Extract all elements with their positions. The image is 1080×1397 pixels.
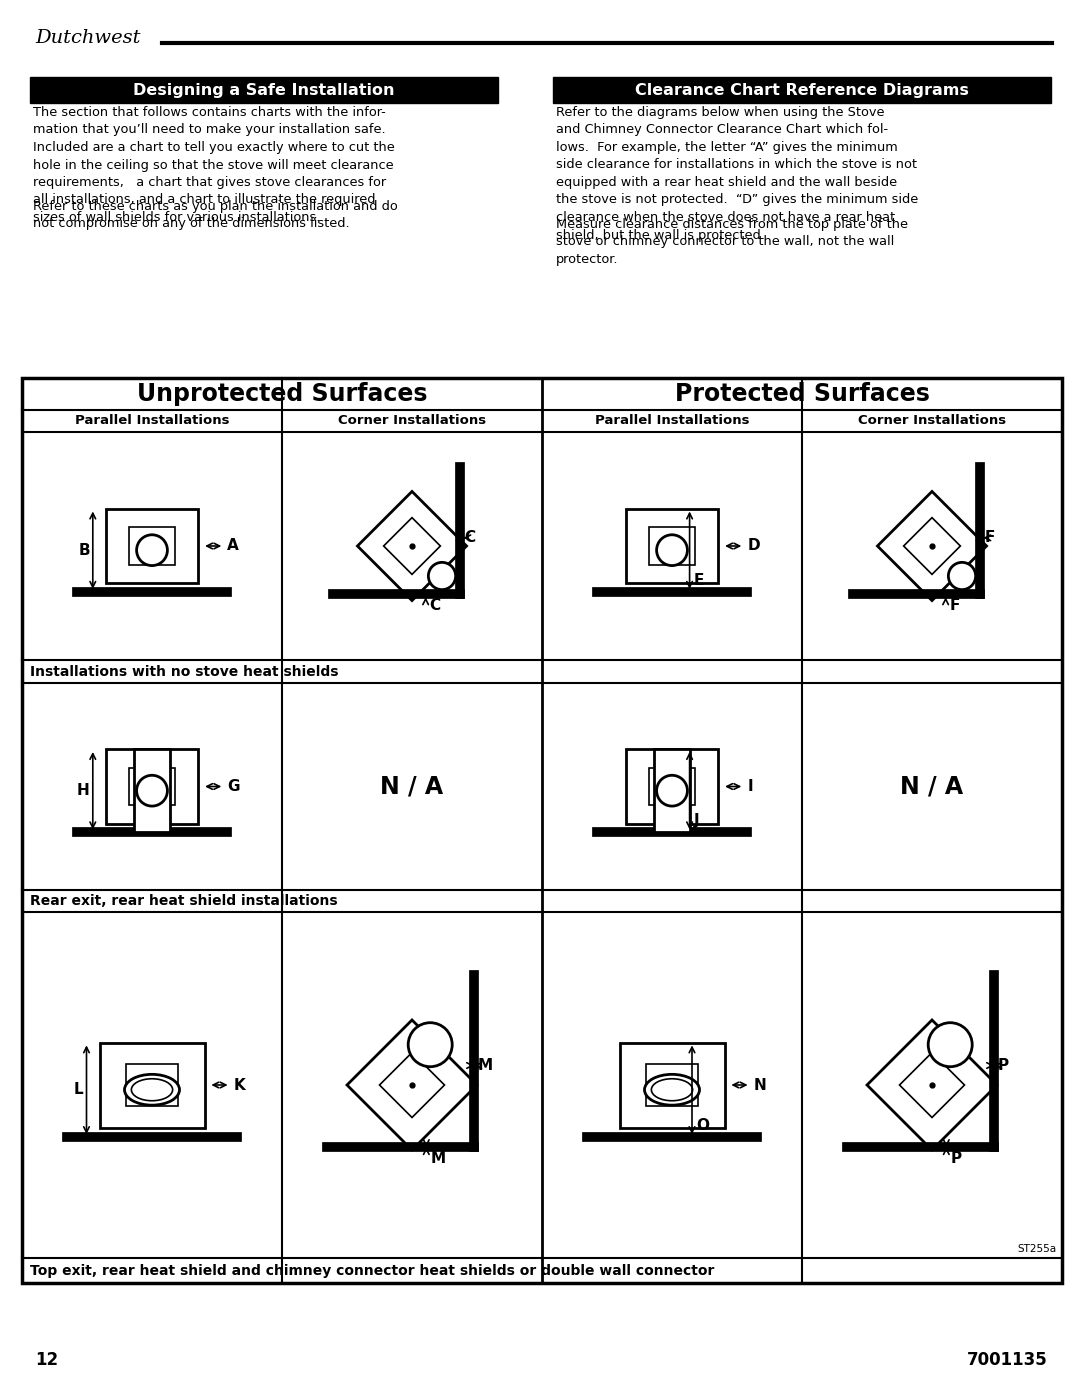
Text: C: C — [430, 598, 441, 613]
Text: Refer to the diagrams below when using the Stove
and Chimney Connector Clearance: Refer to the diagrams below when using t… — [556, 106, 918, 242]
Bar — [99, 1042, 204, 1127]
Text: E: E — [693, 573, 704, 588]
Bar — [649, 527, 696, 564]
Text: Rear exit, rear heat shield installations: Rear exit, rear heat shield installation… — [30, 894, 338, 908]
Bar — [30, 77, 498, 103]
Bar — [620, 1042, 725, 1127]
Text: B: B — [78, 542, 90, 557]
Circle shape — [429, 563, 456, 590]
Text: A: A — [227, 538, 239, 553]
Circle shape — [657, 775, 687, 806]
Text: Unprotected Surfaces: Unprotected Surfaces — [137, 381, 428, 407]
Ellipse shape — [124, 1074, 179, 1105]
Circle shape — [657, 535, 687, 566]
Text: C: C — [464, 531, 475, 545]
Text: Corner Installations: Corner Installations — [858, 415, 1007, 427]
Text: F: F — [984, 531, 995, 545]
Text: H: H — [77, 784, 90, 798]
Bar — [625, 509, 718, 584]
Bar — [649, 768, 696, 805]
Bar — [106, 749, 199, 824]
Bar — [125, 1063, 178, 1106]
Text: The section that follows contains charts with the infor-
mation that you’ll need: The section that follows contains charts… — [33, 106, 395, 224]
Ellipse shape — [645, 1074, 700, 1105]
Bar — [653, 749, 690, 833]
Text: P: P — [950, 1151, 961, 1166]
Text: N / A: N / A — [901, 774, 963, 799]
Text: D: D — [747, 538, 760, 553]
Polygon shape — [347, 1020, 477, 1150]
Bar — [129, 768, 175, 805]
Polygon shape — [900, 1052, 964, 1118]
Text: I: I — [747, 780, 753, 793]
Text: Protected Surfaces: Protected Surfaces — [675, 381, 930, 407]
Text: Dutchwest: Dutchwest — [35, 29, 140, 47]
Text: P: P — [998, 1058, 1009, 1073]
Ellipse shape — [132, 1078, 173, 1101]
Circle shape — [948, 563, 975, 590]
Text: Parallel Installations: Parallel Installations — [75, 415, 229, 427]
Bar — [106, 509, 199, 584]
Text: ST255a: ST255a — [1017, 1243, 1056, 1255]
Text: N: N — [754, 1077, 766, 1092]
Text: Measure clearance distances from the top plate of the
stove or chimney connector: Measure clearance distances from the top… — [556, 218, 908, 265]
Text: Top exit, rear heat shield and chimney connector heat shields or double wall con: Top exit, rear heat shield and chimney c… — [30, 1263, 714, 1277]
Bar — [625, 749, 718, 824]
Text: O: O — [696, 1118, 708, 1133]
Text: N / A: N / A — [380, 774, 444, 799]
Circle shape — [136, 535, 167, 566]
Bar — [22, 379, 1062, 1282]
Text: Parallel Installations: Parallel Installations — [595, 415, 750, 427]
Polygon shape — [357, 492, 467, 601]
Text: G: G — [227, 780, 240, 793]
Bar — [129, 527, 175, 564]
Text: 12: 12 — [35, 1351, 58, 1369]
Polygon shape — [904, 518, 960, 574]
Text: Designing a Safe Installation: Designing a Safe Installation — [133, 82, 395, 98]
Polygon shape — [867, 1020, 997, 1150]
Text: Corner Installations: Corner Installations — [338, 415, 486, 427]
Bar — [646, 1063, 699, 1106]
Polygon shape — [877, 492, 986, 601]
Text: M: M — [478, 1058, 494, 1073]
Text: M: M — [430, 1151, 445, 1166]
Text: Clearance Chart Reference Diagrams: Clearance Chart Reference Diagrams — [635, 82, 969, 98]
Circle shape — [136, 775, 167, 806]
Text: F: F — [949, 598, 960, 613]
Text: 7001135: 7001135 — [968, 1351, 1048, 1369]
Circle shape — [408, 1023, 453, 1067]
Bar — [553, 77, 1051, 103]
Polygon shape — [383, 518, 441, 574]
Text: L: L — [73, 1083, 83, 1097]
Bar — [134, 749, 171, 833]
Text: J: J — [693, 813, 699, 828]
Text: Installations with no stove heat shields: Installations with no stove heat shields — [30, 665, 338, 679]
Circle shape — [928, 1023, 972, 1067]
Polygon shape — [379, 1052, 445, 1118]
Text: Refer to these charts as you plan the installation and do
not compromise on any : Refer to these charts as you plan the in… — [33, 200, 397, 231]
Text: K: K — [233, 1077, 245, 1092]
Ellipse shape — [651, 1078, 692, 1101]
